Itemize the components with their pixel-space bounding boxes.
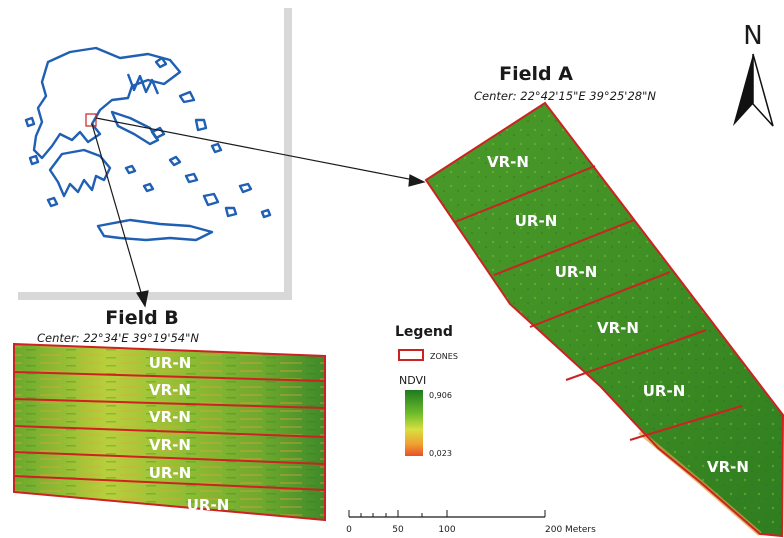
- field-a-zone-2: UR-N: [515, 212, 558, 230]
- field-a-zone-dividers: [454, 165, 743, 441]
- legend-zones-label: ZONES: [430, 352, 458, 361]
- arrow-to-field-b: [91, 123, 143, 297]
- legend-zones-swatch: [398, 349, 424, 361]
- field-a-zone-5: UR-N: [643, 382, 686, 400]
- field-b-boundary: [13, 342, 326, 522]
- scale-tick-50: 50: [392, 525, 404, 535]
- field-a-center: Center: 22°42'15"E 39°25'28"N: [474, 89, 656, 103]
- field-b-zone-dividers: [13, 371, 326, 491]
- field-a: Field A Center: 22°42'15"E 39°25'28"N VR…: [424, 63, 784, 538]
- field-a-zone-1: VR-N: [487, 153, 529, 171]
- scale-bar: 0 50 100 200 Meters: [346, 510, 596, 535]
- field-a-zone-4: VR-N: [597, 319, 639, 337]
- field-b-zone-4: VR-N: [149, 436, 191, 454]
- scale-tick-200: 200 Meters: [545, 525, 596, 535]
- north-label: N: [743, 21, 762, 51]
- legend-ndvi-min: 0,023: [429, 449, 452, 458]
- scale-tick-100: 100: [438, 525, 455, 535]
- field-a-title: Field A: [499, 63, 573, 85]
- field-b: Field B Center: 22°34'E 39°19'54"N UR-N …: [13, 307, 326, 522]
- field-b-zone-1: UR-N: [149, 354, 192, 372]
- field-b-zone-6: UR-N: [187, 496, 230, 514]
- arrowhead-field-a: [408, 174, 426, 187]
- field-b-center: Center: 22°34'E 39°19'54"N: [37, 331, 199, 345]
- locator-box: [85, 113, 97, 127]
- field-a-zone-3: UR-N: [555, 263, 598, 281]
- greece-inset: [18, 8, 292, 300]
- greece-outline: [24, 46, 272, 242]
- scale-tick-0: 0: [346, 525, 352, 535]
- arrow-to-field-a: [95, 117, 415, 181]
- field-b-title: Field B: [105, 307, 179, 329]
- field-b-zone-2: VR-N: [149, 381, 191, 399]
- inset-frame-bottom: [18, 292, 292, 300]
- north-arrow: N: [733, 21, 774, 127]
- field-b-zone-3: VR-N: [149, 408, 191, 426]
- arrowhead-field-b: [136, 290, 149, 308]
- field-a-boundary: [424, 101, 784, 538]
- north-arrow-right: [752, 53, 774, 127]
- legend: Legend ZONES NDVI 0,906 0,023: [395, 324, 458, 458]
- leader-arrows: [91, 117, 426, 308]
- legend-title: Legend: [395, 324, 453, 340]
- legend-ndvi-max: 0,906: [429, 391, 452, 400]
- inset-frame-right: [284, 8, 292, 300]
- north-arrow-left: [733, 54, 753, 126]
- field-a-zone-6: VR-N: [707, 458, 749, 476]
- field-b-zone-5: UR-N: [149, 464, 192, 482]
- legend-ndvi-label: NDVI: [399, 374, 426, 387]
- legend-ndvi-ramp: [405, 390, 423, 456]
- field-a-texture: [426, 103, 783, 536]
